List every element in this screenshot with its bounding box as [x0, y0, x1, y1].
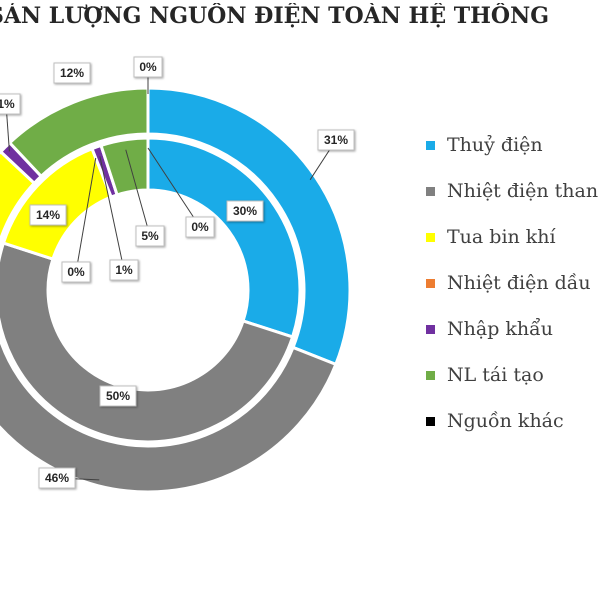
legend-label-nhiet-dien-than: Nhiệt điện than [447, 180, 599, 202]
slice-inner-thuy-dien [146, 136, 302, 339]
legend-item-nhiet-dien-dau: Nhiệt điện dầu [426, 260, 600, 306]
legend: Thuỷ điện Nhiệt điện than Tua bin khí Nhiệt… [426, 122, 600, 444]
data-label-text-outer-nhiet-dien-than: 46% [45, 471, 69, 485]
data-labels-group: 31% 46% 1% 12% 0% 30% 50% 14% 0% 1% 5% 0% [0, 56, 355, 489]
legend-swatch-nguon-khac [426, 416, 435, 426]
legend-swatch-nhiet-dien-than [426, 186, 435, 196]
data-label-inner-nhiet-dien-dau: 0% [61, 261, 91, 283]
data-label-inner-nguon-khac: 0% [185, 216, 215, 238]
data-label-outer-nguon-khac: 0% [133, 56, 163, 78]
data-label-text-outer-nhap-khau: 1% [0, 97, 15, 111]
data-label-inner-nhap-khau: 1% [109, 259, 139, 281]
legend-item-nhap-khau: Nhập khẩu [426, 306, 600, 352]
data-label-inner-thuy-dien: 30% [226, 200, 264, 222]
legend-label-nl-tai-tao: NL tái tạo [447, 364, 544, 386]
legend-item-nhiet-dien-than: Nhiệt điện than [426, 168, 600, 214]
slices-group [0, 86, 352, 494]
slice-inner-nl-tai-tao [99, 136, 150, 197]
legend-swatch-nhap-khau [426, 324, 435, 334]
legend-label-tua-bin-khi: Tua bin khí [447, 226, 556, 248]
data-label-text-inner-thuy-dien: 30% [233, 204, 257, 218]
data-label-inner-tua-bin-khi: 14% [29, 204, 67, 226]
legend-item-nguon-khac: Nguồn khác [426, 398, 600, 444]
data-label-text-inner-nl-tai-tao: 5% [141, 229, 159, 243]
legend-swatch-tua-bin-khi [426, 232, 435, 242]
data-label-text-outer-thuy-dien: 31% [324, 133, 348, 147]
data-label-inner-nl-tai-tao: 5% [135, 225, 165, 247]
data-label-outer-thuy-dien: 31% [317, 129, 355, 151]
legend-label-thuy-dien: Thuỷ điện [447, 134, 543, 156]
legend-item-thuy-dien: Thuỷ điện [426, 122, 600, 168]
data-label-outer-nl-tai-tao: 12% [53, 62, 91, 84]
data-label-text-inner-nguon-khac: 0% [191, 220, 209, 234]
leader-line-inner-nguon-khac [147, 147, 201, 228]
slice-outer-nl-tai-tao [7, 86, 150, 179]
legend-swatch-nl-tai-tao [426, 370, 435, 380]
data-label-text-outer-nl-tai-tao: 12% [60, 66, 84, 80]
chart-title: SẢN LƯỢNG NGUỒN ĐIỆN TOÀN HỆ THỐNG [0, 3, 549, 29]
slice-inner-nhiet-dien-than [0, 241, 295, 444]
leader-line-inner-nl-tai-tao [125, 149, 151, 237]
data-label-text-inner-nhiet-dien-than: 50% [106, 389, 130, 403]
data-label-text-inner-nhap-khau: 1% [115, 263, 133, 277]
slice-outer-nhiet-dien-than [0, 334, 338, 494]
legend-label-nhiet-dien-dau: Nhiệt điện dầu [447, 272, 591, 294]
data-label-text-inner-nhiet-dien-dau: 0% [67, 265, 85, 279]
data-label-inner-nhiet-dien-than: 50% [99, 385, 137, 407]
leader-line-inner-nhap-khau [99, 156, 125, 271]
leader-line-inner-nhiet-dien-dau [75, 157, 97, 273]
data-label-outer-nhiet-dien-than: 46% [38, 467, 76, 489]
legend-item-nl-tai-tao: NL tái tạo [426, 352, 600, 398]
data-label-text-inner-tua-bin-khi: 14% [36, 208, 60, 222]
legend-swatch-nhiet-dien-dau [426, 278, 435, 288]
legend-label-nguon-khac: Nguồn khác [447, 410, 564, 432]
legend-item-tua-bin-khi: Tua bin khí [426, 214, 600, 260]
legend-label-nhap-khau: Nhập khẩu [447, 318, 554, 340]
data-label-outer-nhap-khau: 1% [0, 93, 21, 115]
data-label-text-outer-nguon-khac: 0% [139, 60, 157, 74]
legend-swatch-thuy-dien [426, 140, 435, 150]
